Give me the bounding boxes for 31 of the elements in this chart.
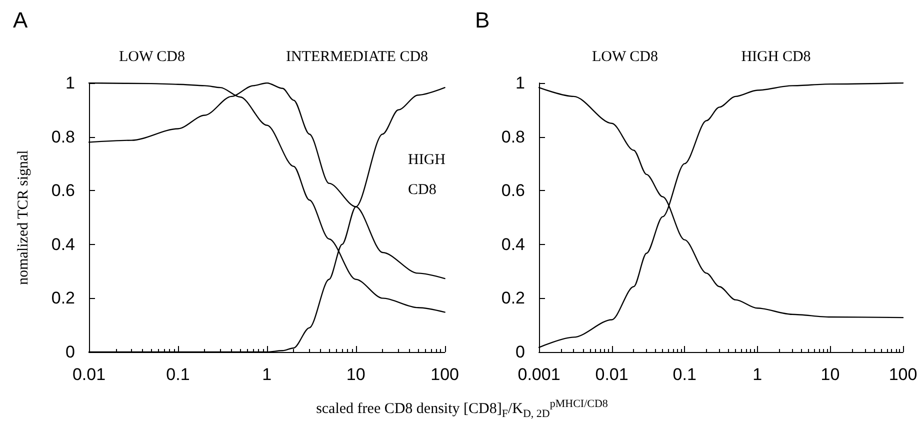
series-label: INTERMEDIATE CD8 [286, 49, 428, 65]
x-tick-label: 0.001 [518, 365, 560, 384]
text: HIGH CD8 [408, 152, 450, 198]
x-tick-label: 100 [430, 365, 460, 384]
series-label: HIGH CD8 [741, 49, 811, 65]
x-tick-label: 10 [820, 365, 840, 384]
chart-title: A [13, 8, 28, 32]
y-tick-label: 1 [516, 74, 525, 92]
x-tick-label: 0.01 [595, 365, 628, 384]
text: LOW CD8 [592, 49, 658, 65]
x-tick-label: 100 [888, 365, 918, 384]
y-tick-label: 0 [66, 342, 75, 362]
y-tick-label: 0.4 [501, 234, 525, 254]
y-tick-label: 0.8 [501, 127, 525, 146]
series-label: LOW CD8 [119, 49, 185, 65]
x-tick-label: 0.1 [166, 365, 190, 384]
chart-title: B [475, 8, 490, 32]
y-tick-label: 0 [516, 342, 525, 362]
y-tick-label: 0.4 [51, 234, 75, 254]
x-tick-label: 1 [262, 365, 272, 384]
y-axis-title: nomalized TCR signal [16, 150, 32, 285]
x-tick-label: 10 [346, 365, 366, 384]
y-tick-label: 0.2 [51, 288, 75, 308]
y-tick-label: 0.8 [51, 127, 75, 146]
x-tick-label: 0.01 [72, 365, 106, 384]
y-tick-label: 0.2 [501, 288, 525, 308]
y-tick-label: 0.6 [51, 181, 75, 200]
y-tick-label: 1 [66, 74, 75, 92]
x-tick-label: 1 [752, 365, 762, 384]
x-tick-label: 0.1 [672, 365, 696, 384]
y-tick-label: 0.6 [501, 181, 525, 200]
